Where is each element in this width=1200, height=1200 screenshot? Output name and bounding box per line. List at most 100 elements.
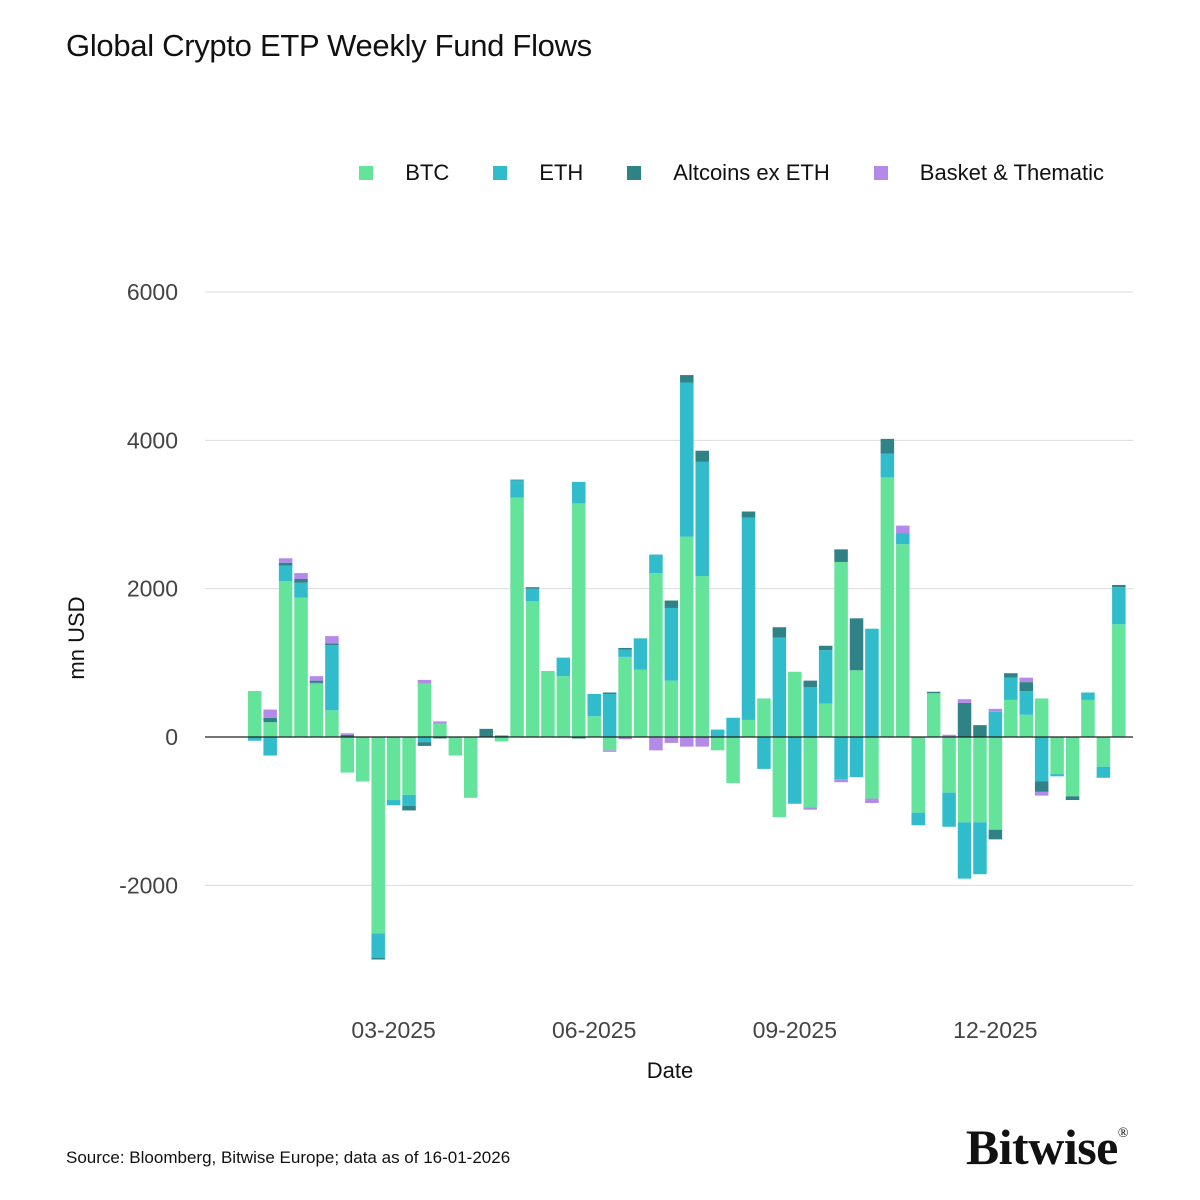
bar-eth-week-49	[1004, 677, 1018, 700]
bar-btc-week-28	[680, 536, 694, 737]
bar-eth-week-50	[1019, 691, 1033, 715]
bar-btc-week-16	[494, 737, 509, 742]
bar-eth-week-17	[510, 480, 524, 498]
bar-eth-week-3	[294, 582, 308, 598]
bar-eth-week-18	[525, 588, 540, 602]
bar-btc-week-38	[834, 561, 848, 737]
bar-btc-week-11	[417, 683, 432, 737]
bar-btc-week-17	[510, 497, 524, 737]
bar-btc-week-14	[464, 737, 478, 798]
bar-basket-thematic-week-6	[340, 733, 355, 735]
bar-altcoins-ex-eth-week-47	[973, 725, 987, 737]
bar-altcoins-ex-eth-week-34	[772, 627, 787, 638]
bars	[248, 375, 1126, 960]
bar-btc-week-20	[556, 676, 571, 737]
bar-basket-thematic-week-24	[618, 737, 632, 740]
bar-btc-week-4	[309, 683, 324, 737]
bar-altcoins-ex-eth-week-18	[525, 587, 540, 589]
bar-basket-thematic-week-51	[1034, 791, 1049, 796]
bar-eth-week-33	[757, 737, 771, 769]
bar-eth-week-32	[741, 517, 756, 720]
legend-label-basket: Basket & Thematic	[919, 160, 1104, 185]
bar-altcoins-ex-eth-week-50	[1019, 682, 1033, 692]
bar-btc-week-8	[371, 737, 385, 934]
bar-altcoins-ex-eth-week-56	[1112, 584, 1126, 588]
bar-eth-week-21	[572, 481, 586, 504]
legend-swatch-btc	[359, 166, 374, 180]
bar-btc-week-19	[541, 670, 555, 737]
bar-altcoins-ex-eth-week-3	[294, 579, 308, 583]
bar-basket-thematic-week-4	[309, 676, 324, 681]
bar-eth-week-20	[556, 657, 571, 677]
bar-btc-week-36	[803, 737, 817, 808]
y-tick-label: -2000	[119, 872, 178, 898]
bar-altcoins-ex-eth-week-16	[494, 735, 509, 737]
bar-btc-week-21	[572, 503, 586, 738]
bar-eth-week-2	[278, 565, 293, 582]
y-tick-label: 6000	[127, 279, 178, 305]
bar-altcoins-ex-eth-week-29	[695, 450, 709, 462]
bar-btc-week-44	[926, 693, 941, 737]
x-tick-label: 06-2025	[552, 1017, 636, 1043]
bar-btc-week-1	[263, 722, 277, 737]
x-axis-label: Date	[647, 1058, 693, 1083]
bar-eth-week-36	[803, 687, 817, 737]
bar-eth-week-1	[263, 737, 277, 756]
bar-eth-week-30	[710, 729, 725, 737]
bar-altcoins-ex-eth-week-37	[818, 645, 833, 651]
gridlines	[205, 291, 1133, 886]
bar-basket-thematic-week-46	[957, 699, 972, 703]
legend-item-eth: ETH	[493, 160, 583, 186]
bar-basket-thematic-week-50	[1019, 677, 1033, 683]
bar-basket-thematic-week-42	[896, 525, 910, 534]
bar-btc-week-40	[865, 737, 879, 799]
bar-basket-thematic-week-28	[680, 737, 694, 747]
bar-eth-week-38	[834, 737, 848, 780]
bar-eth-week-40	[865, 628, 879, 737]
bar-basket-thematic-week-1	[263, 709, 277, 718]
x-tick-label: 03-2025	[351, 1017, 435, 1043]
bar-eth-week-55	[1096, 766, 1111, 778]
bar-basket-thematic-week-2	[278, 558, 293, 563]
x-tick-label: 12-2025	[953, 1017, 1037, 1043]
bar-btc-week-37	[818, 703, 833, 738]
bar-eth-week-56	[1112, 587, 1126, 625]
bar-btc-week-9	[386, 737, 401, 801]
y-tick-label: 2000	[127, 576, 178, 602]
bar-eth-week-22	[587, 693, 601, 717]
bar-eth-week-29	[695, 461, 709, 577]
chart-legend: BTC ETH Altcoins ex ETH Basket & Themati…	[315, 160, 1104, 186]
legend-item-basket: Basket & Thematic	[873, 160, 1104, 186]
bar-btc-week-29	[695, 576, 709, 737]
bar-btc-week-52	[1050, 737, 1064, 775]
logo-mark: ®	[1117, 1126, 1129, 1141]
bar-btc-week-31	[726, 737, 740, 783]
bar-altcoins-ex-eth-week-44	[926, 691, 941, 694]
bar-basket-thematic-week-3	[294, 573, 308, 580]
bar-basket-thematic-week-26	[649, 737, 663, 751]
bitwise-logo: Bitwise®	[966, 1118, 1129, 1176]
legend-item-altcoins: Altcoins ex ETH	[627, 160, 830, 186]
bar-altcoins-ex-eth-week-12	[433, 737, 447, 739]
bar-basket-thematic-week-5	[325, 636, 339, 644]
x-tick-label: 09-2025	[753, 1017, 837, 1043]
bar-altcoins-ex-eth-week-24	[618, 648, 632, 650]
bar-btc-week-3	[294, 597, 308, 737]
bar-eth-week-45	[942, 792, 956, 827]
bar-altcoins-ex-eth-week-32	[741, 511, 756, 518]
bar-btc-week-53	[1065, 737, 1080, 797]
bar-altcoins-ex-eth-week-15	[479, 728, 493, 737]
bar-eth-week-54	[1081, 692, 1095, 700]
bar-btc-week-39	[849, 670, 864, 737]
legend-swatch-basket	[873, 166, 888, 180]
bar-eth-week-41	[880, 453, 895, 478]
bar-eth-week-42	[896, 533, 910, 545]
y-tick-label: 0	[165, 724, 178, 750]
bar-altcoins-ex-eth-week-38	[834, 549, 848, 562]
bar-eth-week-26	[649, 554, 663, 574]
bar-btc-week-42	[896, 544, 910, 737]
bar-btc-week-54	[1081, 699, 1095, 737]
bar-eth-week-11	[417, 737, 432, 743]
bar-altcoins-ex-eth-week-27	[664, 600, 679, 608]
bar-altcoins-ex-eth-week-11	[417, 742, 432, 746]
